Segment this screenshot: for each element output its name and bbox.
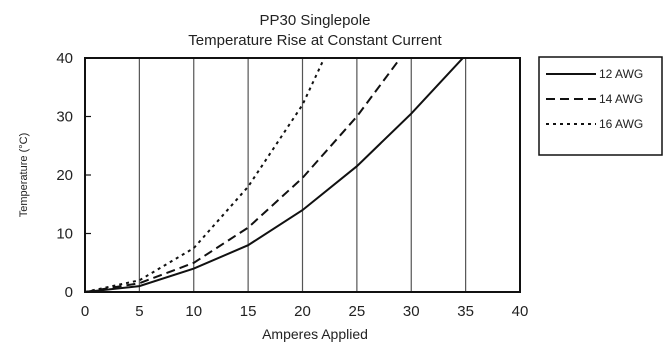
- series-line-16-awg: [85, 58, 326, 292]
- y-tick-label: 40: [56, 50, 73, 67]
- series-line-12-awg: [85, 58, 465, 292]
- x-tick-label: 40: [512, 303, 529, 320]
- x-axis-label: Amperes Applied: [262, 326, 368, 342]
- x-tick-label: 10: [185, 303, 202, 320]
- legend-label: 14 AWG: [599, 92, 643, 106]
- chart-title-line-2: Temperature Rise at Constant Current: [188, 32, 442, 49]
- y-tick-label: 10: [56, 226, 73, 243]
- x-tick-label: 0: [81, 303, 89, 320]
- x-tick-label: 5: [135, 303, 143, 320]
- x-tick-label: 30: [403, 303, 420, 320]
- chart-title-line-1: PP30 Singlepole: [260, 12, 371, 29]
- x-tick-label: 25: [349, 303, 366, 320]
- y-tick-label: 0: [65, 284, 73, 301]
- grid-lines: [138, 58, 467, 292]
- y-tick-label: 30: [56, 109, 73, 126]
- x-tick-label: 15: [240, 303, 257, 320]
- x-axis-ticks: 0 5 10 15 20 25 30 35 40: [81, 303, 529, 320]
- legend-label: 16 AWG: [599, 117, 643, 131]
- x-tick-label: 20: [294, 303, 311, 320]
- y-axis-label: Temperature (°C): [18, 133, 30, 217]
- legend: 12 AWG 14 AWG 16 AWG: [538, 56, 663, 156]
- y-axis-ticks: 0 10 20 30 40: [56, 50, 91, 301]
- legend-label: 12 AWG: [599, 67, 643, 81]
- series-lines: [85, 58, 465, 292]
- series-line-14-awg: [85, 58, 402, 292]
- x-tick-label: 35: [457, 303, 474, 320]
- y-tick-label: 20: [56, 167, 73, 184]
